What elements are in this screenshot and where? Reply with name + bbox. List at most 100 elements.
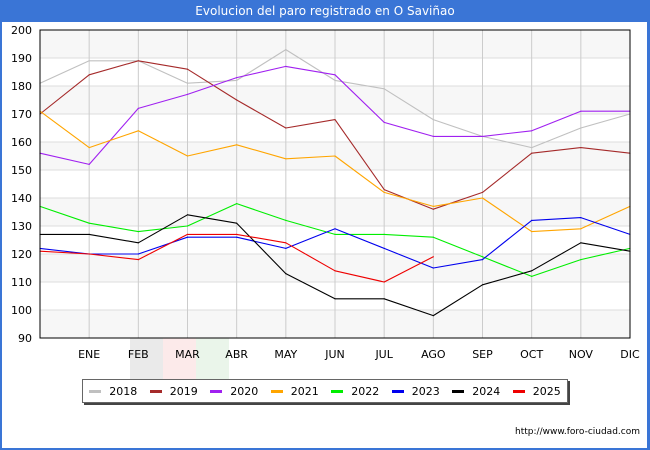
data-point-2025 <box>383 281 385 283</box>
data-point-2024 <box>285 273 287 275</box>
data-point-2023 <box>383 247 385 249</box>
data-point-2019 <box>186 68 189 70</box>
data-point-2018 <box>186 82 189 84</box>
data-point-2024 <box>432 315 434 317</box>
legend-item-2024: 2024 <box>452 385 500 398</box>
y-tick-label: 90 <box>18 332 32 345</box>
y-tick-label: 110 <box>11 276 32 289</box>
legend-label: 2020 <box>230 384 259 398</box>
data-point-2018 <box>580 127 582 129</box>
data-point-2020 <box>580 110 582 112</box>
data-point-2025 <box>236 233 238 235</box>
data-point-2022 <box>285 219 287 221</box>
data-point-2021 <box>531 231 533 233</box>
legend-item-2018: 2018 <box>89 385 137 398</box>
y-tick-label: 140 <box>11 192 32 205</box>
data-point-2024 <box>383 298 385 300</box>
data-point-2023 <box>334 228 336 230</box>
data-point-2025 <box>88 253 90 255</box>
legend-swatch <box>331 389 344 393</box>
y-tick-label: 170 <box>11 108 32 121</box>
data-point-2024 <box>186 214 189 216</box>
data-point-2021 <box>137 130 139 132</box>
legend-swatch <box>210 389 223 393</box>
legend-swatch <box>89 389 102 393</box>
chart-title: Evolucion del paro registrado en O Saviñ… <box>0 0 650 22</box>
data-point-2019 <box>481 191 484 193</box>
legend-label: 2023 <box>411 384 440 398</box>
data-point-2023 <box>580 217 582 219</box>
data-point-2021 <box>285 158 287 160</box>
data-point-2023 <box>481 259 484 261</box>
x-tick-label: FEB <box>128 348 149 361</box>
x-tick-label: NOV <box>569 348 594 361</box>
data-point-2021 <box>481 197 484 199</box>
y-tick-label: 120 <box>11 248 32 261</box>
data-point-2022 <box>531 275 533 277</box>
data-point-2021 <box>236 144 238 146</box>
data-point-2018 <box>334 79 336 81</box>
legend-item-2025: 2025 <box>512 384 561 398</box>
data-point-2024 <box>481 284 484 286</box>
x-tick-label: MAY <box>274 348 297 361</box>
data-point-2025 <box>285 242 287 244</box>
data-point-2020 <box>531 130 533 132</box>
data-point-2019 <box>383 189 385 191</box>
data-point-2019 <box>334 119 336 121</box>
data-point-2022 <box>137 231 139 233</box>
y-tick-label: 150 <box>11 164 32 177</box>
legend-item-2023: 2023 <box>391 384 440 398</box>
legend-label: 2022 <box>351 384 380 398</box>
data-point-2020 <box>186 93 189 95</box>
x-tick-label: OCT <box>520 348 543 361</box>
data-point-2024 <box>334 298 336 300</box>
data-point-2022 <box>88 222 90 224</box>
data-point-2021 <box>383 191 385 193</box>
data-point-2020 <box>137 107 139 109</box>
data-point-2025 <box>432 256 434 258</box>
data-point-2020 <box>236 77 238 79</box>
plot-frame <box>39 29 631 339</box>
data-point-2022 <box>383 233 385 235</box>
legend-label: 2019 <box>169 384 198 398</box>
data-point-2019 <box>432 208 434 210</box>
data-point-2020 <box>334 74 336 76</box>
y-tick-label: 190 <box>11 52 32 65</box>
data-point-2024 <box>580 242 582 244</box>
data-point-2023 <box>432 267 434 269</box>
data-point-2021 <box>580 228 582 230</box>
data-point-2019 <box>531 152 533 154</box>
data-point-2023 <box>137 253 139 255</box>
legend-label: 2021 <box>290 384 319 398</box>
line-chart: 90 100 110 120 130 140 150 160 170 180 190 200 ENE F… <box>11 24 640 382</box>
legend-label: 2024 <box>472 384 501 398</box>
legend-label: 2025 <box>532 384 561 398</box>
data-point-2018 <box>236 79 238 81</box>
data-point-2021 <box>186 155 189 157</box>
data-point-2023 <box>236 236 238 238</box>
data-point-2020 <box>285 65 287 67</box>
legend-swatch <box>452 389 465 393</box>
data-point-2020 <box>481 135 484 137</box>
y-tick-label: 100 <box>11 304 32 317</box>
x-tick-label: DIC <box>620 348 640 361</box>
data-point-2020 <box>432 135 434 137</box>
data-point-2018 <box>285 49 287 51</box>
data-point-2025 <box>334 270 336 272</box>
y-tick-label: 160 <box>11 136 32 149</box>
data-point-2022 <box>186 225 189 227</box>
x-tick-label: ENE <box>78 348 100 361</box>
data-point-2019 <box>88 74 90 76</box>
legend-swatch <box>149 389 162 393</box>
data-point-2024 <box>137 242 139 244</box>
data-point-2018 <box>531 147 533 149</box>
data-point-2025 <box>186 233 189 235</box>
data-point-2021 <box>334 155 336 157</box>
legend-swatch <box>270 389 283 393</box>
chart-canvas: 90 100 110 120 130 140 150 160 170 180 190 200 ENE F… <box>2 22 647 448</box>
y-tick-label: 200 <box>11 24 32 37</box>
x-tick-label: MAR <box>175 348 200 361</box>
legend-swatch <box>391 389 404 393</box>
data-point-2020 <box>383 121 385 123</box>
legend-item-2021: 2021 <box>270 384 319 398</box>
